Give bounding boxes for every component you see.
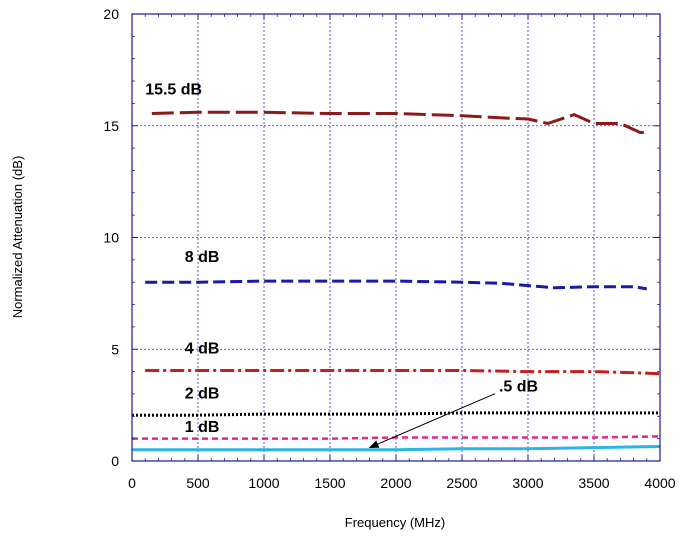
series-line-1-db (132, 435, 661, 440)
y-tick-label: 10 (103, 230, 119, 246)
x-tick-label: 3000 (512, 475, 543, 491)
y-tick-label: 5 (111, 341, 119, 357)
grid-lines (132, 14, 660, 461)
y-tick-label: 0 (111, 453, 119, 469)
series-line-15-5-db (151, 110, 647, 134)
series-label: 8 dB (185, 249, 220, 266)
series-label: 2 dB (185, 385, 220, 402)
x-tick-label: 2000 (380, 475, 411, 491)
x-tick-label: 500 (186, 475, 210, 491)
tick-marks (131, 13, 661, 462)
series-label: 4 dB (185, 341, 220, 358)
y-tick-label: 20 (103, 6, 119, 22)
x-axis-title: Frequency (MHz) (345, 515, 445, 530)
x-tick-label: 3500 (578, 475, 609, 491)
series-label: 1 dB (185, 419, 220, 436)
x-tick-label: 1500 (314, 475, 345, 491)
series-layer (132, 110, 661, 452)
x-tick-label: 0 (128, 475, 136, 491)
y-tick-label: 15 (103, 118, 119, 134)
series-line-4-db (145, 369, 661, 376)
series-label: 15.5 dB (145, 81, 202, 98)
x-tick-labels: 0 500 1000 1500 2000 2500 3000 3500 4000 (128, 475, 676, 491)
series-line-8-db (145, 279, 648, 291)
series-line-5-db (132, 445, 661, 452)
series-line-2-db (132, 411, 660, 417)
x-tick-label: 1000 (248, 475, 279, 491)
series-label: .5 dB (499, 379, 538, 396)
x-tick-label: 4000 (644, 475, 675, 491)
y-axis-title: Normalized Attenuation (dB) (10, 156, 25, 319)
annotation-arrow (368, 393, 496, 449)
y-tick-labels: 0 5 10 15 20 (103, 6, 119, 469)
x-tick-label: 2500 (446, 475, 477, 491)
series-annotations: 15.5 dB 8 dB 4 dB 2 dB 1 dB .5 dB (145, 81, 538, 449)
